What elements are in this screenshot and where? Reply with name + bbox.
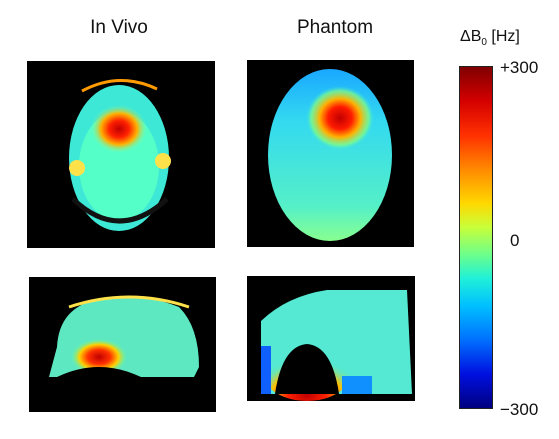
colorbar-tick-min: −300 xyxy=(500,400,539,419)
colorbar-symbol: ΔB xyxy=(460,28,482,45)
colorbar-tick-zero: 0 xyxy=(510,231,520,250)
colorbar-title: ΔB0 [Hz] xyxy=(460,28,520,48)
in-vivo-column-title: In Vivo xyxy=(90,17,148,38)
colorbar-unit: [Hz] xyxy=(491,28,520,45)
in-vivo-sagittal-fieldmap xyxy=(29,277,216,412)
colorbar-subscript: 0 xyxy=(481,37,487,49)
colorbar-tick-max: +300 xyxy=(500,58,539,77)
phantom-column-title: Phantom xyxy=(296,17,374,38)
in-vivo-axial-fieldmap xyxy=(27,61,215,248)
colorbar xyxy=(459,66,493,409)
phantom-axial-fieldmap xyxy=(247,60,414,247)
phantom-sagittal-fieldmap xyxy=(247,276,415,401)
